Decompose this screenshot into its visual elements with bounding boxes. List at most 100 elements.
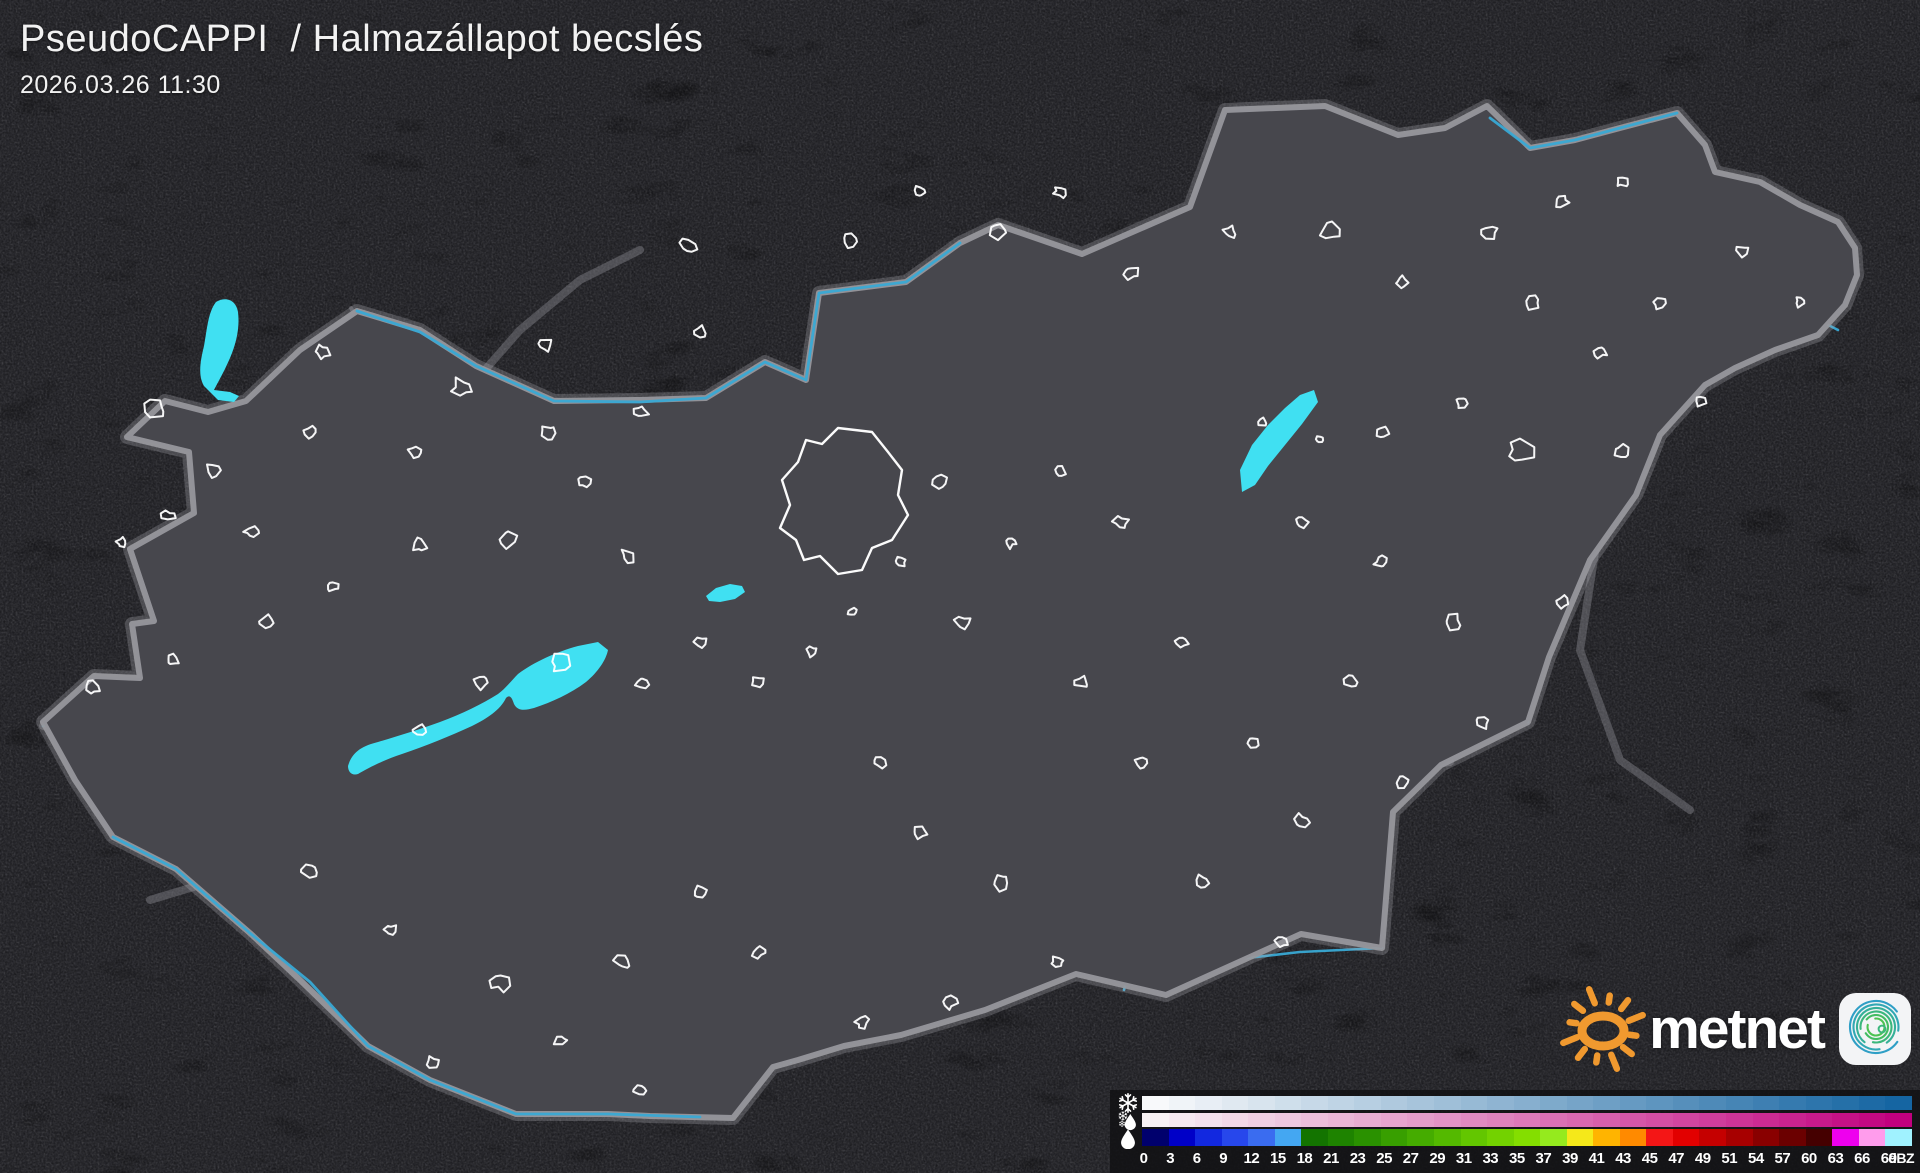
dbz-tick: 25 (1376, 1149, 1392, 1167)
dbz-tick: 66 (1854, 1149, 1870, 1167)
settlement-outline (159, 509, 177, 521)
settlement-outline (620, 548, 635, 565)
scale-segment (1168, 1129, 1196, 1147)
dbz-unit: dBZ (1888, 1149, 1914, 1166)
dbz-tick: 37 (1535, 1149, 1552, 1167)
sleet-scale-bar (1142, 1113, 1912, 1128)
city-outlines (85, 176, 1806, 1096)
scale-segment (1221, 1113, 1249, 1128)
settlement-outline (1314, 435, 1325, 444)
scale-segment (1779, 1113, 1806, 1128)
scale-segment (1832, 1095, 1859, 1110)
scale-segment (1566, 1095, 1594, 1110)
scale-segment (1699, 1095, 1727, 1110)
legend-row-rain (1114, 1129, 1912, 1149)
scale-segment (1540, 1095, 1567, 1110)
scale-segment (1672, 1113, 1700, 1128)
settlement-outline (843, 232, 858, 250)
settlement-outline (1475, 716, 1490, 730)
dbz-tick: 23 (1349, 1149, 1366, 1167)
scale-segment (1460, 1095, 1488, 1110)
dbz-tick: 43 (1615, 1149, 1631, 1167)
scale-segment (1168, 1113, 1196, 1128)
dbz-tick: 49 (1694, 1149, 1711, 1167)
scale-segment (1327, 1113, 1355, 1128)
settlement-outline (1735, 245, 1750, 259)
scale-segment (1354, 1113, 1381, 1128)
scale-segment (1513, 1113, 1541, 1128)
scale-segment (1619, 1129, 1647, 1147)
scale-segment (1301, 1113, 1328, 1128)
scale-segment (1885, 1113, 1912, 1128)
settlement-outline (411, 723, 428, 736)
settlement-outline (1195, 873, 1211, 889)
settlement-outline (143, 398, 165, 419)
settlement-outline (1050, 955, 1065, 968)
scale-segment (1407, 1095, 1435, 1110)
settlement-outline (873, 756, 888, 770)
scale-segment (1832, 1129, 1859, 1147)
settlement-outline (406, 445, 423, 460)
settlement-outline (1616, 176, 1629, 188)
scale-segment (1274, 1095, 1302, 1110)
lake-ferto (200, 299, 239, 402)
settlement-outline (1173, 636, 1190, 649)
scale-segment (1885, 1095, 1912, 1110)
scale-segment (1354, 1129, 1381, 1147)
settlement-outline (1508, 437, 1536, 462)
brand-name: metnet (1649, 997, 1826, 1061)
settlement-outline (692, 636, 708, 649)
settlement-outline (472, 675, 489, 692)
scale-segment (1407, 1113, 1435, 1128)
dbz-tick: 27 (1402, 1149, 1419, 1167)
settlement-outline (1342, 674, 1359, 688)
sun-icon (1560, 986, 1647, 1072)
settlement-outline (1613, 442, 1630, 458)
snowflake-icon (1114, 1092, 1142, 1114)
scale-segment (1593, 1095, 1620, 1110)
settlement-outline (751, 676, 765, 689)
legend-row-snow (1114, 1092, 1912, 1113)
dbz-tick: 9 (1219, 1149, 1228, 1167)
scale-segment (1779, 1129, 1806, 1147)
scale-segment (1805, 1129, 1833, 1147)
scale-segment (1221, 1129, 1249, 1147)
scale-segment (1619, 1113, 1647, 1128)
dbz-tick: 21 (1323, 1149, 1339, 1167)
scale-segment (1327, 1095, 1355, 1110)
scale-segment (1726, 1113, 1753, 1128)
settlement-outline (1525, 294, 1540, 311)
sleet-icon (1114, 1109, 1142, 1131)
settlement-outline (1445, 612, 1462, 632)
settlement-outline (1005, 537, 1018, 551)
settlement-outline (846, 606, 858, 616)
settlement-outline (206, 463, 222, 479)
scale-segment (1805, 1095, 1833, 1110)
map-header: PseudoCAPPI / Halmazállapot becslés 2026… (20, 18, 703, 100)
scale-segment (1699, 1129, 1727, 1147)
settlement-outline (1652, 297, 1667, 311)
settlement-outline (805, 645, 818, 659)
settlement-outline (633, 677, 651, 690)
lake-velence (706, 584, 745, 602)
dbz-tick: 54 (1747, 1149, 1764, 1167)
settlement-outline (632, 405, 650, 417)
settlement-outline (750, 945, 767, 960)
settlement-outline (952, 615, 972, 631)
dbz-tick: 3 (1166, 1149, 1175, 1167)
settlement-outline (853, 1015, 871, 1030)
settlement-outline (552, 1035, 569, 1046)
settlement-outline (498, 530, 519, 550)
scale-segment (1726, 1095, 1753, 1110)
scale-segment (1487, 1113, 1514, 1128)
dbz-tick: 69 (1880, 1149, 1897, 1167)
dbz-tick: 6 (1192, 1149, 1201, 1167)
scale-segment (1593, 1129, 1620, 1147)
scale-segment (1434, 1113, 1461, 1128)
scale-segment (1248, 1113, 1275, 1128)
scale-segment (1832, 1113, 1859, 1128)
settlement-outline (1073, 674, 1088, 688)
scale-segment (1858, 1095, 1886, 1110)
scale-segment (1672, 1129, 1700, 1147)
